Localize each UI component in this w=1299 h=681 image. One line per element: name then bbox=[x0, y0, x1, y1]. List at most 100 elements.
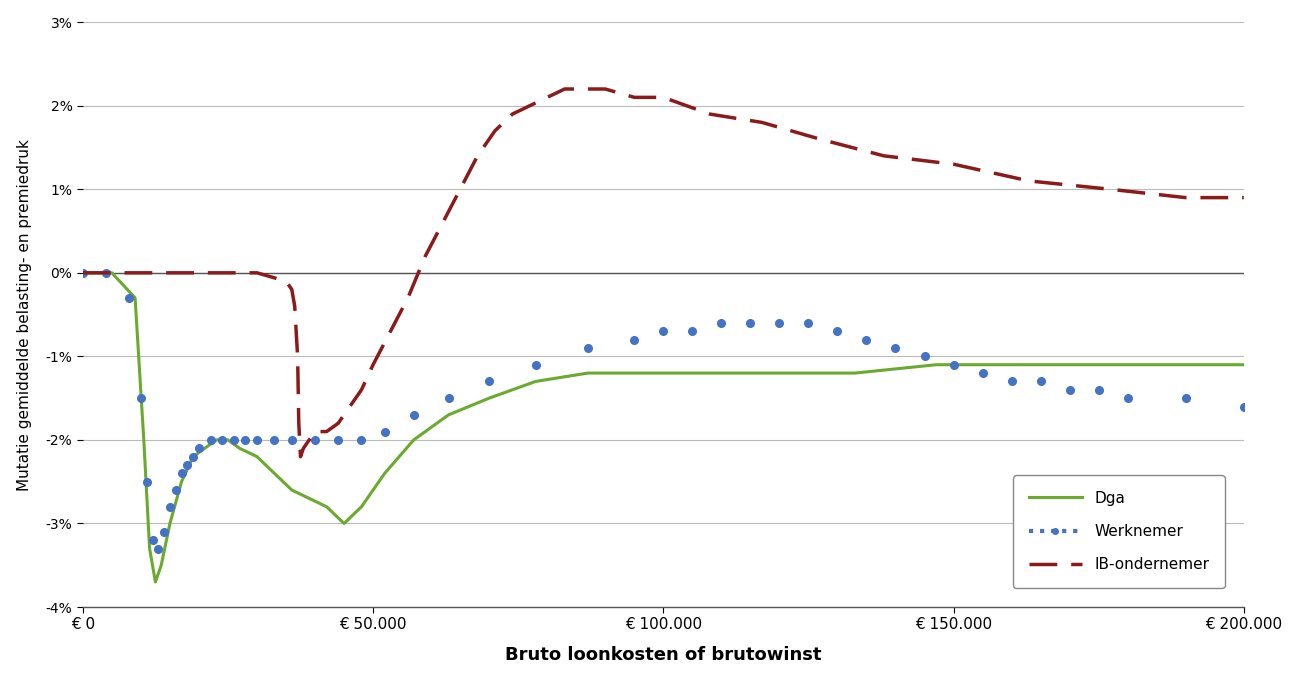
Dga bbox=[701, 369, 717, 377]
IB-ondernemer bbox=[1021, 177, 1037, 185]
IB-ondernemer bbox=[946, 160, 961, 168]
Werknemer bbox=[156, 528, 171, 536]
Werknemer bbox=[1235, 402, 1251, 411]
IB-ondernemer bbox=[539, 93, 555, 101]
Dga bbox=[1004, 361, 1020, 369]
IB-ondernemer bbox=[435, 219, 451, 227]
Dga bbox=[104, 269, 120, 277]
IB-ondernemer bbox=[1235, 193, 1251, 202]
IB-ondernemer bbox=[330, 419, 346, 427]
IB-ondernemer bbox=[470, 152, 486, 160]
Werknemer bbox=[743, 319, 759, 327]
Werknemer bbox=[974, 369, 990, 377]
Dga bbox=[209, 436, 225, 444]
Werknemer bbox=[859, 336, 874, 344]
Dga bbox=[284, 486, 300, 494]
X-axis label: Bruto loonkosten of brutowinst: Bruto loonkosten of brutowinst bbox=[505, 646, 821, 665]
Dga bbox=[318, 503, 334, 511]
Werknemer bbox=[377, 428, 392, 436]
Werknemer bbox=[174, 469, 190, 477]
Werknemer bbox=[1091, 385, 1107, 394]
Werknemer bbox=[168, 486, 183, 494]
Werknemer bbox=[1120, 394, 1135, 402]
Werknemer bbox=[440, 394, 456, 402]
Dga bbox=[136, 436, 152, 444]
IB-ondernemer bbox=[365, 361, 381, 369]
Werknemer bbox=[405, 411, 421, 419]
Dga bbox=[847, 369, 863, 377]
Dga bbox=[377, 469, 392, 477]
Dga bbox=[197, 444, 213, 452]
Legend: Dga, Werknemer, IB-ondernemer: Dga, Werknemer, IB-ondernemer bbox=[1013, 475, 1225, 588]
Dga bbox=[249, 453, 265, 461]
Werknemer bbox=[330, 436, 346, 444]
IB-ondernemer bbox=[876, 152, 891, 160]
Werknemer bbox=[238, 436, 253, 444]
Dga bbox=[266, 469, 282, 477]
IB-ondernemer bbox=[626, 93, 642, 101]
Dga bbox=[174, 477, 190, 486]
IB-ondernemer bbox=[586, 85, 601, 93]
Werknemer bbox=[132, 394, 148, 402]
Dga bbox=[482, 394, 498, 402]
IB-ondernemer bbox=[191, 269, 207, 277]
Werknemer bbox=[713, 319, 729, 327]
IB-ondernemer bbox=[278, 277, 294, 285]
IB-ondernemer bbox=[296, 444, 312, 452]
Dga bbox=[153, 561, 169, 569]
Werknemer bbox=[1061, 385, 1077, 394]
Dga bbox=[336, 520, 352, 528]
Werknemer bbox=[179, 461, 195, 469]
Werknemer bbox=[946, 361, 961, 369]
Dga bbox=[301, 494, 317, 503]
IB-ondernemer bbox=[504, 110, 520, 118]
Dga bbox=[148, 578, 164, 586]
IB-ondernemer bbox=[452, 185, 468, 193]
IB-ondernemer bbox=[755, 118, 770, 127]
Werknemer bbox=[626, 336, 642, 344]
Werknemer bbox=[284, 436, 300, 444]
Dga bbox=[1178, 361, 1194, 369]
Dga bbox=[75, 269, 91, 277]
IB-ondernemer bbox=[284, 285, 300, 294]
Werknemer bbox=[1033, 377, 1048, 385]
Line: Dga: Dga bbox=[83, 273, 1243, 582]
IB-ondernemer bbox=[383, 328, 399, 336]
Dga bbox=[527, 377, 543, 385]
Dga bbox=[127, 294, 143, 302]
Werknemer bbox=[482, 377, 498, 385]
Werknemer bbox=[1178, 394, 1194, 402]
Dga bbox=[162, 520, 178, 528]
IB-ondernemer bbox=[1103, 185, 1118, 193]
IB-ondernemer bbox=[522, 101, 538, 110]
Dga bbox=[581, 369, 596, 377]
IB-ondernemer bbox=[656, 93, 672, 101]
Dga bbox=[638, 369, 653, 377]
Werknemer bbox=[266, 436, 282, 444]
Dga bbox=[929, 361, 944, 369]
IB-ondernemer bbox=[342, 402, 357, 411]
IB-ondernemer bbox=[557, 85, 573, 93]
IB-ondernemer bbox=[308, 428, 323, 436]
IB-ondernemer bbox=[598, 85, 613, 93]
Line: Werknemer: Werknemer bbox=[79, 269, 1247, 552]
Werknemer bbox=[144, 536, 160, 544]
Werknemer bbox=[800, 319, 816, 327]
IB-ondernemer bbox=[75, 269, 91, 277]
IB-ondernemer bbox=[291, 419, 307, 427]
IB-ondernemer bbox=[292, 453, 308, 461]
Werknemer bbox=[214, 436, 230, 444]
IB-ondernemer bbox=[287, 302, 303, 311]
Werknemer bbox=[527, 361, 543, 369]
Werknemer bbox=[917, 352, 933, 360]
Werknemer bbox=[308, 436, 323, 444]
Werknemer bbox=[887, 344, 903, 352]
IB-ondernemer bbox=[301, 436, 317, 444]
Werknemer bbox=[186, 453, 201, 461]
Line: IB-ondernemer: IB-ondernemer bbox=[83, 89, 1243, 457]
IB-ondernemer bbox=[812, 135, 827, 143]
IB-ondernemer bbox=[1178, 193, 1194, 202]
Werknemer bbox=[99, 269, 114, 277]
Werknemer bbox=[203, 436, 218, 444]
IB-ondernemer bbox=[701, 110, 717, 118]
